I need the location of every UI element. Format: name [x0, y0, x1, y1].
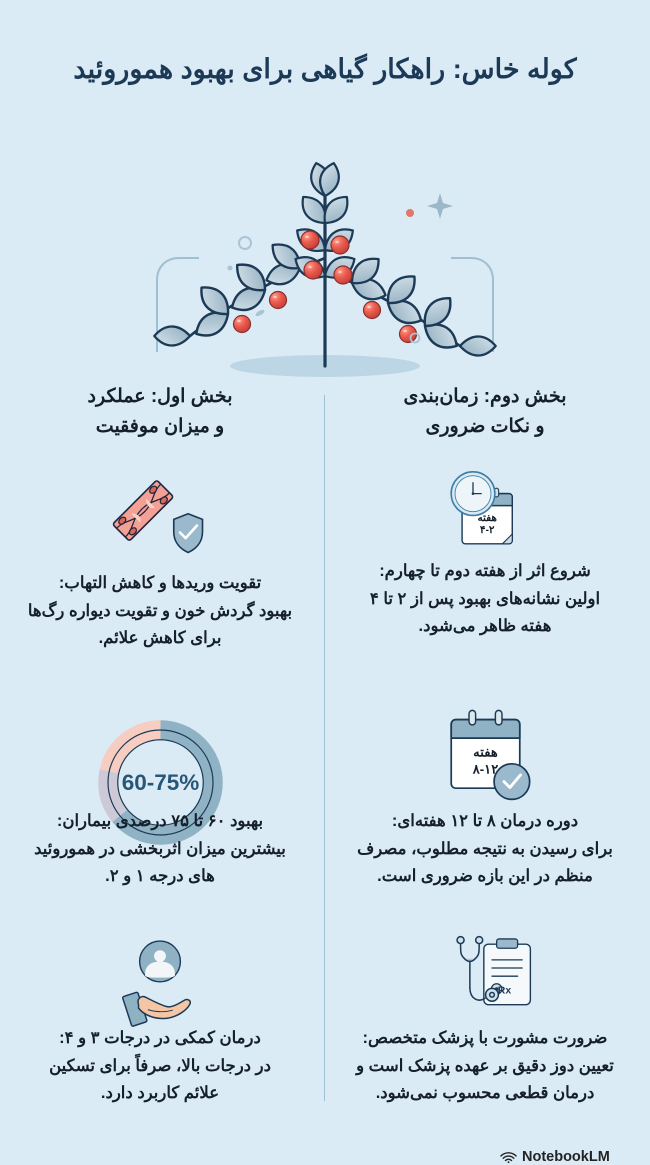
svg-text:60-75%: 60-75% — [121, 770, 199, 795]
svg-text:۴-۲: ۴-۲ — [480, 525, 495, 536]
svg-text:Rx: Rx — [498, 986, 512, 997]
svg-text:هفته: هفته — [473, 745, 498, 760]
svg-text:۸-۱۲: ۸-۱۲ — [471, 762, 498, 777]
